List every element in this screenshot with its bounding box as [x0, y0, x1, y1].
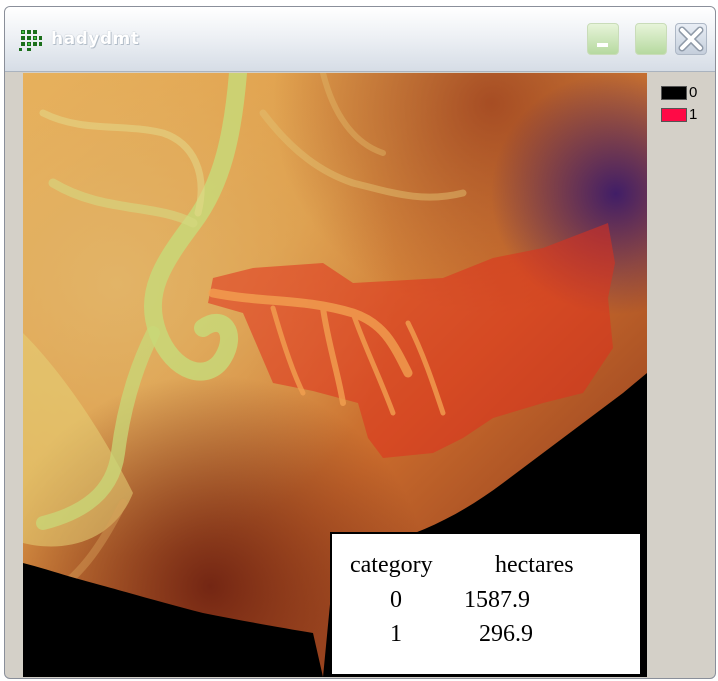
maximize-button[interactable]	[635, 23, 667, 55]
close-icon	[678, 26, 704, 52]
header-category: category	[350, 552, 433, 578]
map-window: hadydmt	[4, 6, 716, 679]
window-title: hadydmt	[51, 29, 140, 49]
title-bar[interactable]: hadydmt	[5, 7, 715, 72]
raster-grid-icon	[19, 30, 42, 51]
close-button[interactable]	[675, 23, 707, 55]
row-0-hectares: 1587.9	[464, 587, 530, 613]
header-hectares: hectares	[495, 552, 574, 578]
row-1-category: 1	[390, 621, 402, 647]
legend-swatch-0	[661, 86, 687, 100]
area-statistics-table: category hectares 0 1587.9 1 296.9	[330, 532, 642, 676]
row-0-category: 0	[390, 587, 402, 613]
minimize-button[interactable]	[587, 23, 619, 55]
legend-label-1: 1	[689, 106, 698, 123]
minimize-icon	[597, 43, 608, 47]
legend-item-1: 1	[661, 105, 713, 127]
row-1-hectares: 296.9	[479, 621, 533, 647]
legend-swatch-1	[661, 108, 687, 122]
legend-item-0: 0	[661, 83, 713, 105]
map-legend: 0 1	[661, 83, 713, 127]
legend-label-0: 0	[689, 84, 698, 101]
